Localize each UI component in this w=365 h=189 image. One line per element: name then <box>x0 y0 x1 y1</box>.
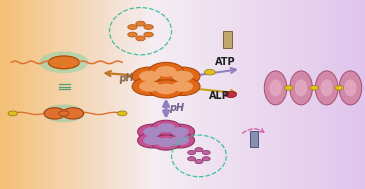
Ellipse shape <box>62 108 84 119</box>
Circle shape <box>59 111 69 116</box>
Circle shape <box>136 36 145 41</box>
Circle shape <box>136 21 145 26</box>
Circle shape <box>155 84 177 94</box>
Circle shape <box>155 66 177 77</box>
Circle shape <box>132 67 167 85</box>
Circle shape <box>149 80 184 98</box>
Circle shape <box>202 157 210 161</box>
Ellipse shape <box>344 79 357 96</box>
Circle shape <box>335 86 343 90</box>
FancyBboxPatch shape <box>250 131 258 147</box>
Circle shape <box>138 124 167 139</box>
Circle shape <box>172 81 193 92</box>
Circle shape <box>128 25 137 29</box>
Circle shape <box>118 111 127 116</box>
Text: pH: pH <box>119 73 135 84</box>
Circle shape <box>144 25 153 29</box>
Circle shape <box>149 62 184 81</box>
FancyBboxPatch shape <box>223 32 232 48</box>
Circle shape <box>165 77 200 95</box>
Circle shape <box>188 157 196 161</box>
Circle shape <box>172 71 193 82</box>
Circle shape <box>138 133 167 148</box>
Circle shape <box>151 120 181 135</box>
Circle shape <box>165 67 200 85</box>
Ellipse shape <box>264 71 287 105</box>
Circle shape <box>132 77 167 95</box>
Circle shape <box>171 127 189 136</box>
Circle shape <box>202 150 210 155</box>
Circle shape <box>284 86 293 90</box>
Circle shape <box>157 138 175 147</box>
Ellipse shape <box>290 71 312 105</box>
Circle shape <box>128 32 137 37</box>
Circle shape <box>139 81 160 92</box>
Circle shape <box>188 150 196 155</box>
Text: pH: pH <box>169 103 184 113</box>
Ellipse shape <box>315 71 338 105</box>
Circle shape <box>165 124 195 139</box>
Circle shape <box>151 135 181 150</box>
Text: ALP: ALP <box>209 91 230 101</box>
Circle shape <box>157 123 175 132</box>
Circle shape <box>310 86 319 90</box>
Circle shape <box>143 136 161 145</box>
Circle shape <box>143 127 161 136</box>
Circle shape <box>8 111 18 116</box>
Ellipse shape <box>295 79 307 96</box>
Text: ATP: ATP <box>215 57 235 67</box>
Ellipse shape <box>39 52 88 73</box>
Circle shape <box>144 32 153 37</box>
Circle shape <box>139 71 160 82</box>
Ellipse shape <box>43 104 85 122</box>
Circle shape <box>195 160 203 164</box>
Ellipse shape <box>320 79 333 96</box>
Circle shape <box>165 133 195 148</box>
Circle shape <box>171 136 189 145</box>
Ellipse shape <box>339 71 362 105</box>
Circle shape <box>225 91 237 98</box>
Ellipse shape <box>269 79 282 96</box>
Circle shape <box>204 69 215 75</box>
Ellipse shape <box>48 56 79 69</box>
Ellipse shape <box>44 108 65 119</box>
Circle shape <box>195 148 203 152</box>
